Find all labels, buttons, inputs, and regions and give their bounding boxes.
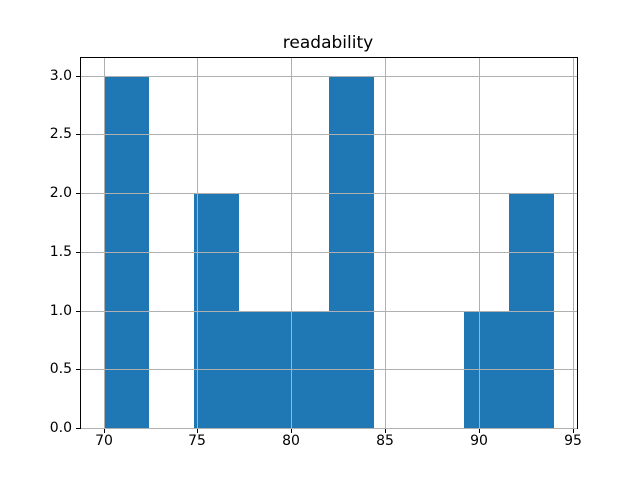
y-tick-mark (76, 252, 80, 253)
y-tick-mark (76, 76, 80, 77)
y-tick-label: 1.5 (49, 244, 72, 260)
y-tick-mark (76, 428, 80, 429)
y-tick-label: 3.0 (49, 68, 72, 84)
gridline-horizontal (81, 369, 577, 370)
gridline-horizontal (81, 252, 577, 253)
x-tick-label: 80 (282, 433, 300, 449)
y-tick-mark (76, 193, 80, 194)
gridline-vertical (197, 58, 198, 428)
chart-title: readability (282, 33, 374, 53)
plot-area (80, 57, 578, 429)
gridline-horizontal (81, 76, 577, 77)
x-tick-label: 75 (188, 433, 206, 449)
gridline-vertical (291, 58, 292, 428)
gridline-horizontal (81, 193, 577, 194)
gridline-vertical (104, 58, 105, 428)
x-tick-mark (479, 429, 480, 433)
y-tick-label: 0.0 (49, 420, 72, 436)
y-tick-label: 1.0 (49, 303, 72, 319)
x-tick-label: 85 (376, 433, 394, 449)
gridline-horizontal (81, 311, 577, 312)
x-tick-label: 95 (564, 433, 582, 449)
x-tick-label: 70 (95, 433, 113, 449)
y-tick-mark (76, 369, 80, 370)
x-tick-label: 90 (470, 433, 488, 449)
x-tick-mark (291, 429, 292, 433)
gridline-horizontal (81, 428, 577, 429)
x-tick-mark (104, 429, 105, 433)
histogram-bar (509, 193, 555, 428)
histogram-bar (193, 193, 239, 428)
gridline-horizontal (81, 134, 577, 135)
x-tick-mark (573, 429, 574, 433)
y-tick-label: 2.5 (49, 126, 72, 142)
y-tick-mark (76, 134, 80, 135)
gridline-vertical (573, 58, 574, 428)
gridline-vertical (385, 58, 386, 428)
x-tick-mark (385, 429, 386, 433)
x-tick-mark (197, 429, 198, 433)
y-tick-mark (76, 311, 80, 312)
y-tick-label: 0.5 (49, 361, 72, 377)
y-tick-label: 2.0 (49, 185, 72, 201)
gridline-vertical (479, 58, 480, 428)
